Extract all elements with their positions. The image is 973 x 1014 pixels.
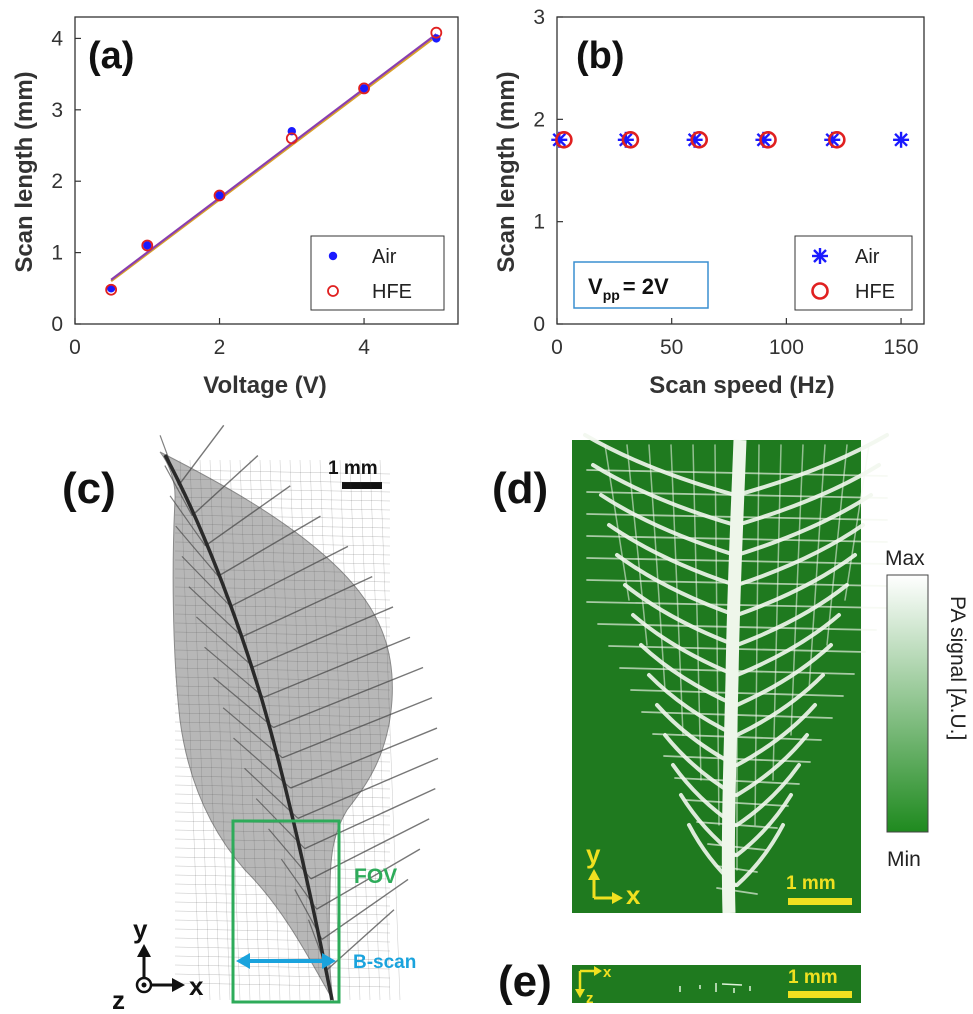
fov-box bbox=[231, 819, 341, 1004]
bscan-arrow bbox=[236, 953, 336, 969]
panel-b-label: (b) bbox=[576, 35, 625, 77]
data-point-hfe bbox=[430, 26, 443, 39]
bscan-label: B-scan bbox=[353, 952, 416, 973]
x-tick-label: 50 bbox=[660, 336, 683, 359]
data-point-air bbox=[143, 241, 152, 250]
panel-e-axis-x: x bbox=[603, 964, 612, 981]
y-tick-label: 0 bbox=[533, 313, 545, 336]
legend-hfe-marker bbox=[811, 282, 829, 300]
y-tick-label: 4 bbox=[51, 27, 63, 50]
data-point-hfe bbox=[141, 239, 154, 252]
panel-e-scalebar bbox=[788, 991, 852, 998]
x-tick-label: 100 bbox=[769, 336, 804, 359]
panel-a-xlabel: Voltage (V) bbox=[203, 372, 327, 399]
panel-d-label: (d) bbox=[492, 464, 548, 513]
x-tick-label: 0 bbox=[551, 336, 563, 359]
panel-d-scalebar-label: 1 mm bbox=[786, 873, 836, 894]
data-point-hfe bbox=[828, 131, 846, 149]
data-point-hfe bbox=[759, 131, 777, 149]
data-point-hfe bbox=[621, 131, 640, 149]
colorbar-max: Max bbox=[885, 547, 925, 570]
data-point-hfe bbox=[285, 132, 298, 145]
panel-b-xlabel: Scan speed (Hz) bbox=[649, 372, 834, 399]
panel-c-scalebar bbox=[342, 482, 382, 489]
panel-a-legend: Air HFE bbox=[310, 235, 445, 311]
colorbar-min: Min bbox=[887, 848, 921, 871]
y-tick-label: 2 bbox=[51, 170, 63, 193]
vpp-annotation: Vpp = 2V bbox=[588, 274, 669, 303]
fit-line bbox=[110, 33, 437, 281]
x-tick-label: 4 bbox=[358, 336, 370, 359]
pa-midrib bbox=[721, 439, 747, 914]
panel-b-ticks: 0 50 100 150 0 1 2 3 bbox=[533, 6, 918, 359]
panel-a-fit-lines bbox=[110, 33, 437, 283]
panel-c-axes bbox=[135, 944, 185, 994]
data-point-air bbox=[359, 84, 369, 93]
y-tick-label: 2 bbox=[533, 108, 545, 131]
panel-b-markers bbox=[551, 131, 910, 149]
panel-b: 0 50 100 150 0 1 2 3 (b) Scan speed (Hz) Scan l… bbox=[493, 6, 925, 399]
data-point-hfe bbox=[690, 131, 709, 149]
panel-e: (e) x z 1 mm bbox=[498, 957, 861, 1007]
panel-d-axis-y: y bbox=[586, 839, 601, 869]
panel-a: 0 2 4 0 1 2 3 4 (a) Voltage (V) Scan length (mm… bbox=[11, 16, 459, 399]
panel-e-axis-z: z bbox=[586, 990, 594, 1007]
data-point-hfe bbox=[555, 131, 573, 149]
y-tick-label: 1 bbox=[533, 211, 545, 234]
panel-b-ylabel: Scan length (mm) bbox=[493, 71, 520, 272]
data-point-air bbox=[215, 191, 224, 200]
panel-c-axis-z: z bbox=[112, 985, 125, 1009]
panel-a-label: (a) bbox=[88, 35, 134, 77]
legend-air-marker bbox=[328, 251, 338, 261]
panel-e-scalebar-label: 1 mm bbox=[788, 967, 838, 988]
bscan-signal bbox=[679, 983, 751, 993]
y-tick-label: 0 bbox=[51, 313, 63, 336]
y-tick-label: 1 bbox=[51, 242, 63, 265]
panel-e-label: (e) bbox=[498, 957, 552, 1006]
legend-hfe-label: HFE bbox=[855, 281, 895, 303]
panel-c-axis-y: y bbox=[133, 914, 148, 944]
x-tick-label: 0 bbox=[69, 336, 81, 359]
panel-b-legend: Air HFE bbox=[794, 235, 913, 311]
data-point-hfe bbox=[105, 283, 118, 296]
colorbar bbox=[886, 574, 929, 833]
legend-hfe-label: HFE bbox=[372, 281, 412, 303]
legend-air-label: Air bbox=[372, 246, 397, 268]
panel-a-ylabel: Scan length (mm) bbox=[11, 71, 38, 272]
panel-c-scalebar-label: 1 mm bbox=[328, 458, 378, 479]
y-tick-label: 3 bbox=[51, 99, 63, 122]
panel-a-markers bbox=[105, 26, 443, 296]
panel-d-scalebar bbox=[788, 898, 852, 905]
legend-air-marker bbox=[812, 248, 828, 264]
y-tick-label: 3 bbox=[533, 6, 545, 29]
pa-veins bbox=[583, 433, 889, 895]
panel-a-ticks: 0 2 4 0 1 2 3 4 bbox=[51, 27, 370, 359]
panel-c: (c) 1 mm FOV B-scan y x z bbox=[62, 424, 439, 1014]
data-point-air bbox=[106, 284, 116, 293]
panel-d: (d) y x 1 mm Max Min PA signal [A.U.] bbox=[492, 433, 969, 914]
panel-d-axes bbox=[588, 869, 623, 904]
panel-d-axis-x: x bbox=[626, 880, 641, 910]
panel-c-axis-x: x bbox=[189, 971, 204, 1001]
legend-hfe-marker bbox=[327, 285, 339, 297]
data-point-hfe bbox=[358, 82, 370, 95]
data-point-air bbox=[893, 131, 910, 148]
panel-c-label: (c) bbox=[62, 464, 116, 513]
leaf-midrib bbox=[163, 454, 334, 1001]
colorbar-label: PA signal [A.U.] bbox=[946, 596, 969, 740]
fit-line bbox=[110, 35, 437, 283]
x-tick-label: 150 bbox=[884, 336, 919, 359]
legend-air-label: Air bbox=[855, 246, 880, 268]
legend-box bbox=[310, 235, 445, 311]
data-point-hfe bbox=[213, 189, 226, 202]
fov-label: FOV bbox=[354, 865, 397, 888]
panel-e-axes bbox=[575, 966, 602, 998]
vpp-annotation-box bbox=[573, 261, 709, 309]
x-tick-label: 2 bbox=[214, 336, 226, 359]
